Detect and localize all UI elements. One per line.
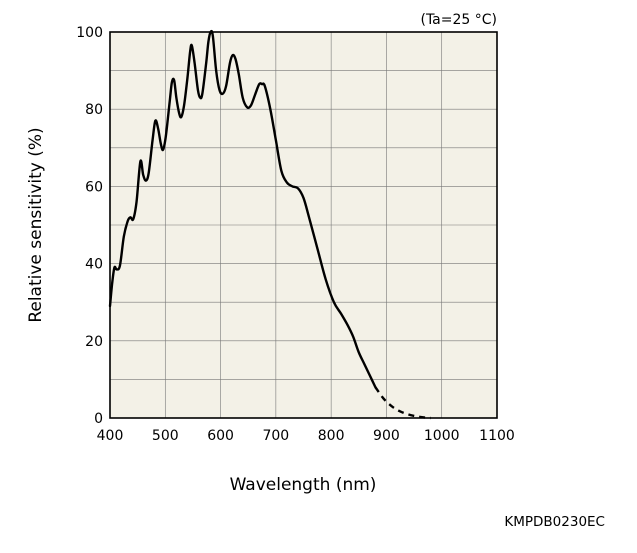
- x-tick-label: 700: [262, 428, 289, 444]
- y-axis-title: Relative sensitivity (%): [26, 127, 46, 322]
- x-tick-label: 1100: [479, 428, 515, 444]
- temperature-annotation: (Ta=25 °C): [420, 12, 497, 28]
- x-tick-label: 800: [318, 428, 345, 444]
- y-tick-label: 40: [85, 257, 103, 273]
- x-tick-label: 600: [207, 428, 234, 444]
- sensitivity-curve: [108, 29, 377, 389]
- x-tick-label: 500: [152, 428, 179, 444]
- figure-code: KMPDB0230EC: [504, 514, 605, 530]
- x-tick-label: 1000: [424, 428, 460, 444]
- plot-frame: [109, 31, 498, 419]
- x-axis-title: Wavelength (nm): [230, 475, 377, 495]
- x-tick-label: 400: [97, 428, 124, 444]
- y-tick-label: 0: [94, 411, 103, 427]
- x-tick-labels: 400 500 600 700 800 900 1000 1100: [97, 428, 515, 444]
- y-tick-label: 60: [85, 179, 103, 195]
- y-tick-label: 20: [85, 334, 103, 350]
- y-tick-label: 80: [85, 102, 103, 118]
- x-tick-label: 900: [373, 428, 400, 444]
- y-tick-labels: 0 20 40 60 80 100: [76, 25, 103, 427]
- y-tick-label: 100: [76, 25, 103, 41]
